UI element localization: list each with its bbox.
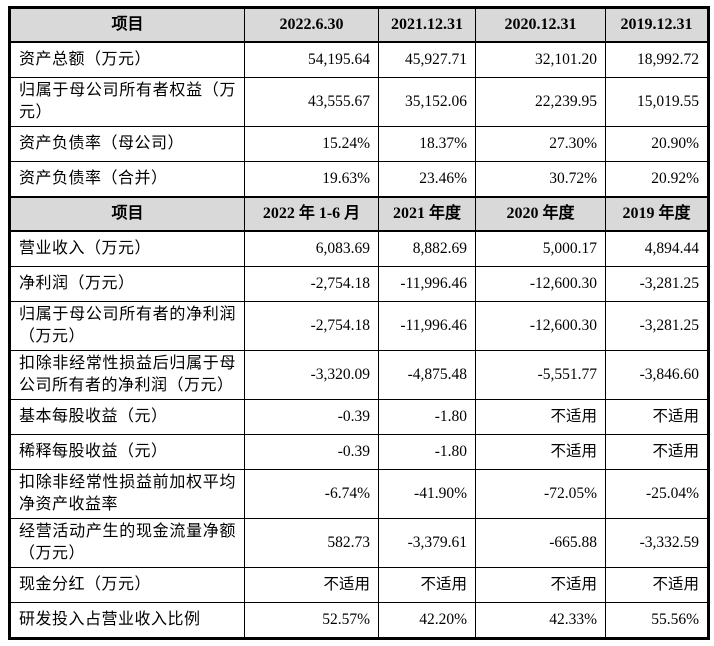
column-header-date: 2022.6.30 <box>244 6 379 43</box>
row-label: 资产总额（万元） <box>9 41 245 78</box>
column-header-item: 项目 <box>9 6 245 43</box>
cell-value: -0.39 <box>244 399 379 435</box>
table-row: 归属于母公司所有者权益（万元） 43,555.67 35,152.06 22,2… <box>9 77 709 127</box>
cell-value: 不适用 <box>605 399 709 435</box>
column-header-period: 2020 年度 <box>475 196 606 232</box>
row-label: 营业收入（万元） <box>9 230 245 267</box>
column-header-period: 2019 年度 <box>605 196 709 232</box>
cell-value: 不适用 <box>378 567 476 603</box>
row-label: 资产负债率（合并） <box>9 161 245 198</box>
cell-value: 4,894.44 <box>605 230 709 267</box>
cell-value: 19.63% <box>244 161 379 198</box>
cell-value: -1.80 <box>378 434 476 470</box>
cell-value: -5,551.77 <box>475 350 606 400</box>
table-row: 资产负债率（母公司） 15.24% 18.37% 27.30% 20.90% <box>9 126 709 162</box>
cell-value: 18.37% <box>378 126 476 162</box>
cell-value: 32,101.20 <box>475 41 606 78</box>
row-label: 归属于母公司所有者权益（万元） <box>9 77 245 127</box>
row-label: 稀释每股收益（元） <box>9 434 245 470</box>
cell-value: -665.88 <box>475 518 606 568</box>
cell-value: -3,281.25 <box>605 301 709 351</box>
cell-value: -12,600.30 <box>475 266 606 302</box>
cell-value: -0.39 <box>244 434 379 470</box>
cell-value: -2,754.18 <box>244 266 379 302</box>
column-header-date: 2021.12.31 <box>378 6 476 43</box>
cell-value: 582.73 <box>244 518 379 568</box>
cell-value: 不适用 <box>605 434 709 470</box>
row-label: 基本每股收益（元） <box>9 399 245 435</box>
table-row: 营业收入（万元） 6,083.69 8,882.69 5,000.17 4,89… <box>9 230 709 267</box>
table-row: 稀释每股收益（元） -0.39 -1.80 不适用 不适用 <box>9 434 709 470</box>
cell-value: -3,320.09 <box>244 350 379 400</box>
column-header-period: 2022 年 1-6 月 <box>244 196 379 232</box>
cell-value: -25.04% <box>605 469 709 519</box>
table-row: 经营活动产生的现金流量净额（万元） 582.73 -3,379.61 -665.… <box>9 518 709 568</box>
table-row: 资产负债率（合并） 19.63% 23.46% 30.72% 20.92% <box>9 161 709 198</box>
cell-value: 不适用 <box>475 567 606 603</box>
cell-value: -3,846.60 <box>605 350 709 400</box>
cell-value: 5,000.17 <box>475 230 606 267</box>
cell-value: -6.74% <box>244 469 379 519</box>
column-header-date: 2019.12.31 <box>605 6 709 43</box>
cell-value: 43,555.67 <box>244 77 379 127</box>
cell-value: 42.20% <box>378 602 476 639</box>
table-row: 资产总额（万元） 54,195.64 45,927.71 32,101.20 1… <box>9 41 709 78</box>
cell-value: -72.05% <box>475 469 606 519</box>
cell-value: -4,875.48 <box>378 350 476 400</box>
row-label: 现金分红（万元） <box>9 567 245 603</box>
cell-value: 20.90% <box>605 126 709 162</box>
cell-value: -12,600.30 <box>475 301 606 351</box>
cell-value: 20.92% <box>605 161 709 198</box>
table-row: 扣除非经常性损益前加权平均净资产收益率 -6.74% -41.90% -72.0… <box>9 469 709 519</box>
row-label: 经营活动产生的现金流量净额（万元） <box>9 518 245 568</box>
cell-value: 52.57% <box>244 602 379 639</box>
row-label: 研发投入占营业收入比例 <box>9 602 245 639</box>
column-header-date: 2020.12.31 <box>475 6 606 43</box>
row-label: 资产负债率（母公司） <box>9 126 245 162</box>
row-label: 归属于母公司所有者的净利润（万元） <box>9 301 245 351</box>
table-row: 归属于母公司所有者的净利润（万元） -2,754.18 -11,996.46 -… <box>9 301 709 351</box>
section2-header-row: 项目 2022 年 1-6 月 2021 年度 2020 年度 2019 年度 <box>9 196 709 232</box>
cell-value: 8,882.69 <box>378 230 476 267</box>
cell-value: -11,996.46 <box>378 301 476 351</box>
cell-value: 42.33% <box>475 602 606 639</box>
table-row: 扣除非经常性损益后归属于母公司所有者的净利润（万元） -3,320.09 -4,… <box>9 350 709 400</box>
cell-value: -3,281.25 <box>605 266 709 302</box>
cell-value: -3,332.59 <box>605 518 709 568</box>
column-header-period: 2021 年度 <box>378 196 476 232</box>
column-header-item: 项目 <box>9 196 245 232</box>
cell-value: 不适用 <box>475 399 606 435</box>
cell-value: 55.56% <box>605 602 709 639</box>
cell-value: 不适用 <box>244 567 379 603</box>
cell-value: 54,195.64 <box>244 41 379 78</box>
cell-value: -41.90% <box>378 469 476 519</box>
table-row: 基本每股收益（元） -0.39 -1.80 不适用 不适用 <box>9 399 709 435</box>
cell-value: 45,927.71 <box>378 41 476 78</box>
cell-value: -3,379.61 <box>378 518 476 568</box>
cell-value: 35,152.06 <box>378 77 476 127</box>
cell-value: 18,992.72 <box>605 41 709 78</box>
row-label: 扣除非经常性损益后归属于母公司所有者的净利润（万元） <box>9 350 245 400</box>
row-label: 净利润（万元） <box>9 266 245 302</box>
cell-value: -11,996.46 <box>378 266 476 302</box>
financial-summary-table: 项目 2022.6.30 2021.12.31 2020.12.31 2019.… <box>8 6 710 640</box>
cell-value: 22,239.95 <box>475 77 606 127</box>
cell-value: 15.24% <box>244 126 379 162</box>
cell-value: 不适用 <box>605 567 709 603</box>
cell-value: 27.30% <box>475 126 606 162</box>
cell-value: 30.72% <box>475 161 606 198</box>
section1-header-row: 项目 2022.6.30 2021.12.31 2020.12.31 2019.… <box>9 6 709 43</box>
cell-value: -1.80 <box>378 399 476 435</box>
cell-value: -2,754.18 <box>244 301 379 351</box>
row-label: 扣除非经常性损益前加权平均净资产收益率 <box>9 469 245 519</box>
cell-value: 15,019.55 <box>605 77 709 127</box>
table-row: 现金分红（万元） 不适用 不适用 不适用 不适用 <box>9 567 709 603</box>
cell-value: 不适用 <box>475 434 606 470</box>
table-row: 净利润（万元） -2,754.18 -11,996.46 -12,600.30 … <box>9 266 709 302</box>
cell-value: 6,083.69 <box>244 230 379 267</box>
cell-value: 23.46% <box>378 161 476 198</box>
table-row: 研发投入占营业收入比例 52.57% 42.20% 42.33% 55.56% <box>9 602 709 639</box>
